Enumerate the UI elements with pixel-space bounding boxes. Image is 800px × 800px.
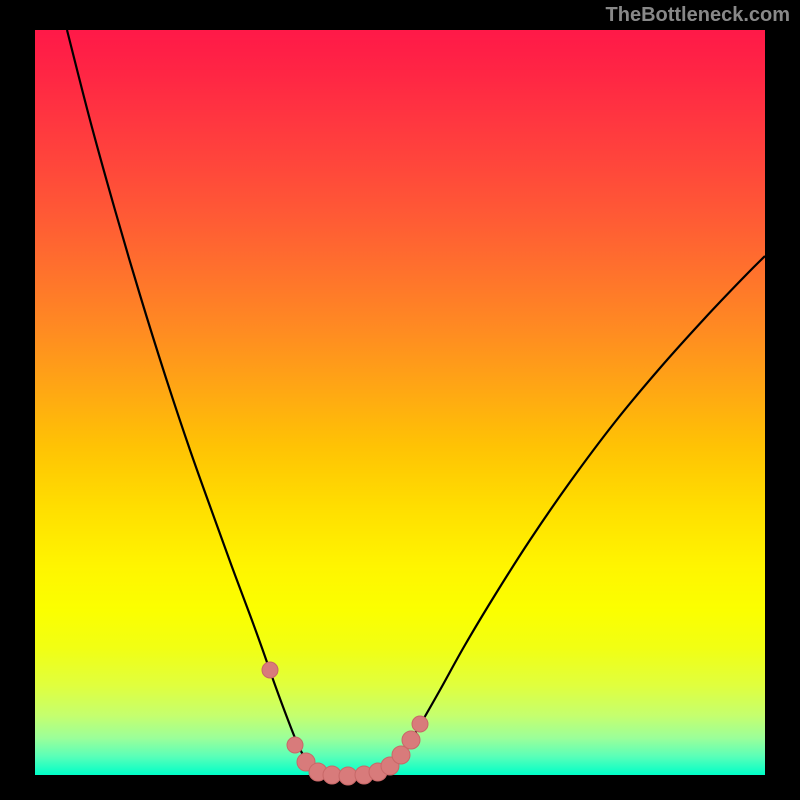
plot-background: [35, 30, 765, 775]
curve-marker: [323, 766, 341, 784]
chart-svg: [0, 0, 800, 800]
watermark-text: TheBottleneck.com: [606, 4, 790, 27]
curve-marker: [402, 731, 420, 749]
curve-marker: [262, 662, 278, 678]
bottleneck-chart: [0, 0, 800, 800]
curve-marker: [412, 716, 428, 732]
curve-marker: [339, 767, 357, 785]
curve-marker: [287, 737, 303, 753]
